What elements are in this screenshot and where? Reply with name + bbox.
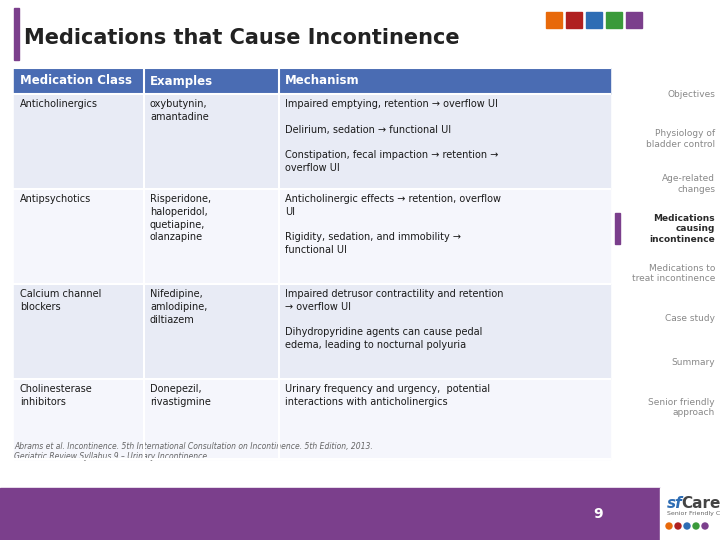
Bar xyxy=(0,488,660,540)
Bar xyxy=(626,12,642,28)
Text: Risperidone,
haloperidol,
quetiapine,
olanzapine: Risperidone, haloperidol, quetiapine, ol… xyxy=(150,194,211,242)
Text: Medication Class: Medication Class xyxy=(20,75,132,87)
Text: Anticholinergics: Anticholinergics xyxy=(20,99,98,109)
Circle shape xyxy=(684,523,690,529)
Text: Medications
causing
incontinence: Medications causing incontinence xyxy=(649,214,715,244)
Text: Medications that Cause Incontinence: Medications that Cause Incontinence xyxy=(24,28,459,48)
Circle shape xyxy=(666,523,672,529)
Circle shape xyxy=(702,523,708,529)
Circle shape xyxy=(675,523,681,529)
Text: Senior friendly
approach: Senior friendly approach xyxy=(649,398,715,417)
Text: Medications to
treat incontinence: Medications to treat incontinence xyxy=(631,264,715,283)
Text: Abrams et al. Incontinence. 5th International Consultation on Incontinence. 5th : Abrams et al. Incontinence. 5th Internat… xyxy=(14,442,373,451)
Bar xyxy=(586,12,602,28)
Bar xyxy=(14,189,610,284)
Circle shape xyxy=(693,523,699,529)
Text: oxybutynin,
amantadine: oxybutynin, amantadine xyxy=(150,99,209,122)
Text: Age-related
changes: Age-related changes xyxy=(662,174,715,193)
Bar xyxy=(615,213,620,244)
Bar xyxy=(566,12,582,28)
Text: Anticholinergic effects → retention, overflow
UI

Rigidity, sedation, and immobi: Anticholinergic effects → retention, ove… xyxy=(285,194,501,255)
Text: Donepezil,
rivastigmine: Donepezil, rivastigmine xyxy=(150,384,211,407)
Text: Calcium channel
blockers: Calcium channel blockers xyxy=(20,289,102,312)
Text: Care: Care xyxy=(681,496,720,511)
Text: Examples: Examples xyxy=(150,75,213,87)
Bar xyxy=(14,379,610,459)
Bar xyxy=(660,488,720,540)
Bar xyxy=(14,284,610,379)
Text: Senior Friendly Care: Senior Friendly Care xyxy=(667,511,720,516)
Text: Mechanism: Mechanism xyxy=(285,75,359,87)
Text: Physiology of
bladder control: Physiology of bladder control xyxy=(646,130,715,149)
Bar xyxy=(606,12,622,28)
Text: Geriatric Review Syllabus 9 – Urinary Incontinence: Geriatric Review Syllabus 9 – Urinary In… xyxy=(14,452,207,461)
Text: 9: 9 xyxy=(593,507,603,521)
Text: Case study: Case study xyxy=(665,314,715,322)
Bar xyxy=(14,68,610,94)
Text: Impaired detrusor contractility and retention
→ overflow UI

Dihydropyridine age: Impaired detrusor contractility and rete… xyxy=(285,289,503,350)
Text: Nifedipine,
amlodipine,
diltiazem: Nifedipine, amlodipine, diltiazem xyxy=(150,289,207,325)
Bar xyxy=(546,12,562,28)
Text: Summary: Summary xyxy=(671,359,715,367)
Text: Urinary frequency and urgency,  potential
interactions with anticholinergics: Urinary frequency and urgency, potential… xyxy=(285,384,490,407)
Text: Antipsychotics: Antipsychotics xyxy=(20,194,91,204)
Text: sf: sf xyxy=(667,496,683,511)
Text: Impaired emptying, retention → overflow UI

Delirium, sedation → functional UI

: Impaired emptying, retention → overflow … xyxy=(285,99,498,173)
Bar xyxy=(14,8,19,60)
Text: Cholinesterase
inhibitors: Cholinesterase inhibitors xyxy=(20,384,93,407)
Text: Objectives: Objectives xyxy=(667,90,715,99)
Bar xyxy=(14,94,610,189)
